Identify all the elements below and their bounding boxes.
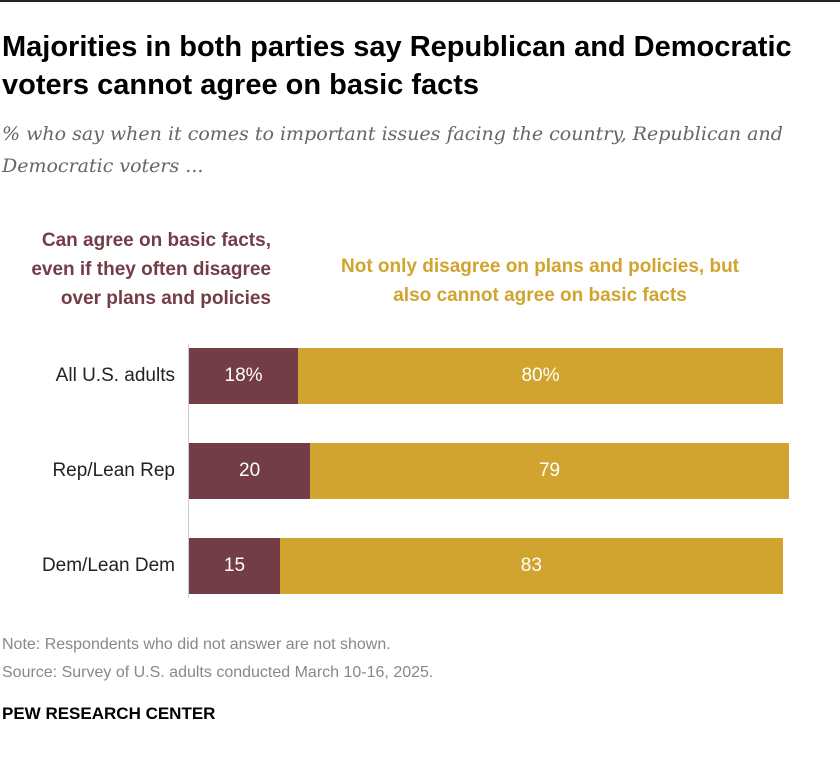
data-label: 83	[520, 555, 542, 576]
row-label: Dem/Lean Dem	[41, 555, 175, 576]
row-label: Rep/Lean Rep	[52, 460, 175, 481]
row-label: All U.S. adults	[55, 365, 175, 386]
data-label: 79	[538, 460, 561, 481]
bar-disagree: 80%	[298, 348, 783, 404]
bar-agree: 18%	[189, 348, 299, 404]
bar-disagree: 83	[279, 538, 783, 594]
chart-title: Majorities in both parties say Republica…	[2, 31, 792, 101]
data-label: 80%	[521, 365, 560, 386]
bar-agree: 20	[189, 443, 311, 499]
chart-subtitle: % who say when it comes to important iss…	[2, 123, 783, 177]
legend-agree: Can agree on basic facts, even if they o…	[31, 230, 271, 309]
baseline-axis	[188, 344, 189, 598]
brand-logo-text: PEW RESEARCH CENTER	[2, 704, 216, 723]
source: Source: Survey of U.S. adults conducted …	[2, 664, 434, 681]
bar-agree: 15	[189, 538, 280, 594]
bar-disagree: 79	[310, 443, 789, 499]
data-label: 18%	[224, 365, 263, 386]
legend-disagree: Not only disagree on plans and policies,…	[341, 256, 739, 306]
top-rule	[0, 0, 840, 2]
data-label: 20	[239, 460, 261, 481]
note: Note: Respondents who did not answer are…	[2, 636, 391, 653]
data-label: 15	[223, 555, 246, 576]
